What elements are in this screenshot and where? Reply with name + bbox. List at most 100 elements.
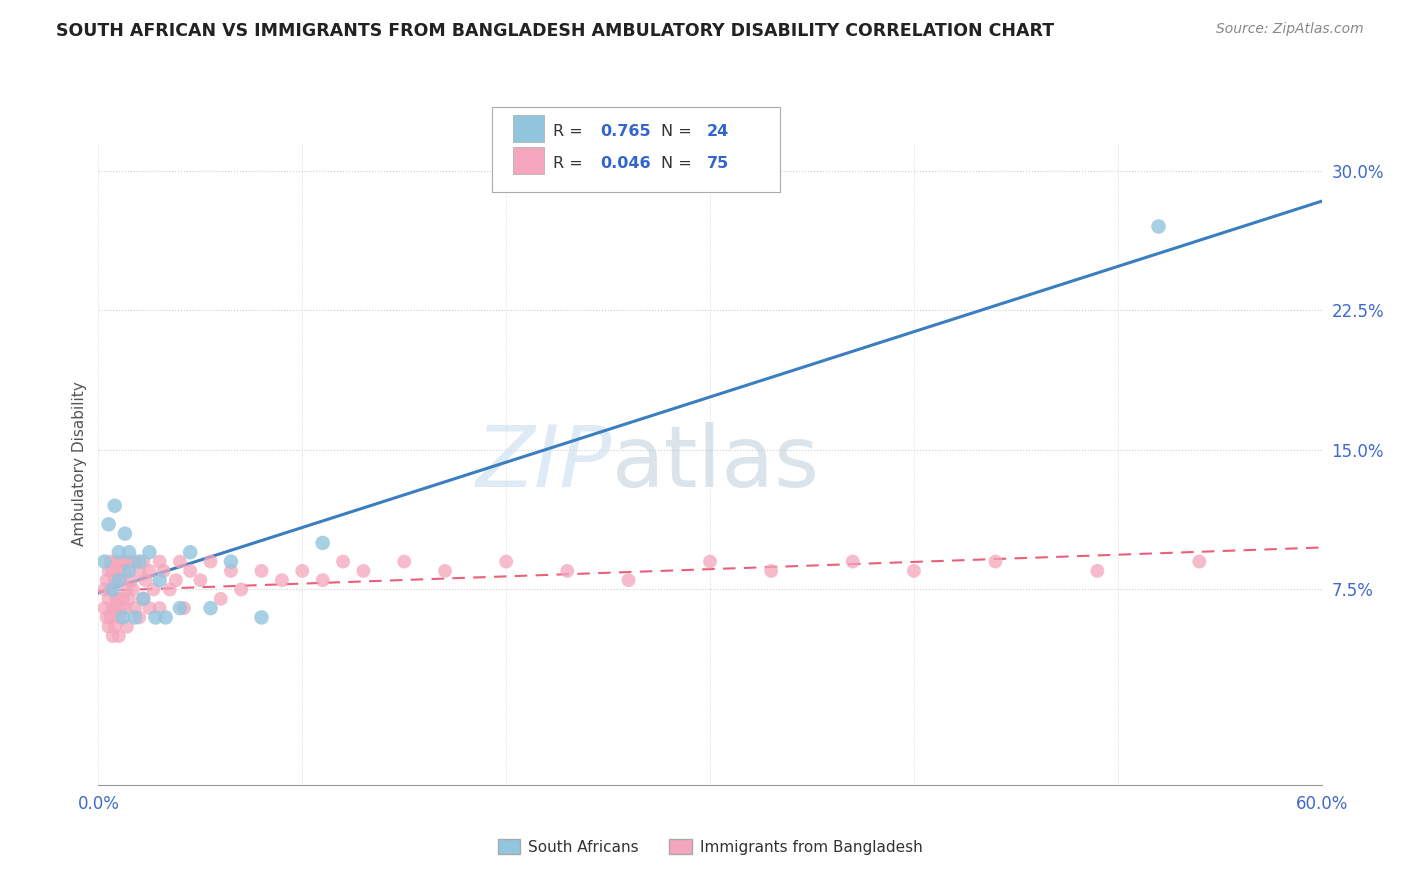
Point — [142, 582, 165, 597]
Point — [120, 573, 142, 587]
Point — [312, 536, 335, 550]
Point — [124, 610, 146, 624]
Point — [250, 564, 273, 578]
Point — [101, 629, 124, 643]
Point — [169, 601, 191, 615]
Point — [200, 601, 222, 615]
Point — [219, 555, 242, 569]
Point — [105, 555, 128, 569]
Point — [392, 555, 416, 569]
Point — [108, 629, 131, 643]
Point — [111, 610, 134, 624]
Point — [219, 564, 242, 578]
Point — [100, 555, 122, 569]
Point — [169, 555, 191, 569]
Text: N =: N = — [661, 156, 697, 170]
Point — [118, 591, 141, 606]
Point — [555, 564, 579, 578]
Point — [104, 573, 127, 587]
Point — [100, 582, 122, 597]
Point — [291, 564, 314, 578]
Point — [984, 555, 1007, 569]
Point — [179, 564, 201, 578]
Point — [761, 564, 783, 578]
Point — [118, 545, 141, 559]
Point — [124, 555, 146, 569]
Text: 0.765: 0.765 — [600, 124, 651, 138]
Point — [97, 564, 120, 578]
Point — [110, 573, 132, 587]
Point — [101, 601, 124, 615]
Point — [617, 573, 640, 587]
Point — [100, 610, 122, 624]
Point — [149, 555, 172, 569]
Point — [104, 620, 127, 634]
Point — [138, 545, 160, 559]
Point — [132, 591, 155, 606]
Point — [495, 555, 517, 569]
Text: 75: 75 — [707, 156, 730, 170]
Text: ZIP: ZIP — [475, 422, 612, 506]
Point — [118, 555, 141, 569]
Text: 24: 24 — [707, 124, 730, 138]
Point — [134, 573, 156, 587]
Point — [270, 573, 294, 587]
Y-axis label: Ambulatory Disability: Ambulatory Disability — [72, 382, 87, 546]
Point — [179, 545, 201, 559]
Legend: South Africans, Immigrants from Bangladesh: South Africans, Immigrants from Banglade… — [492, 832, 928, 861]
Point — [200, 555, 222, 569]
Point — [132, 555, 155, 569]
Point — [108, 591, 131, 606]
Point — [118, 564, 141, 578]
Point — [96, 610, 118, 624]
Point — [231, 582, 253, 597]
Point — [209, 591, 232, 606]
Text: 0.046: 0.046 — [600, 156, 651, 170]
Text: R =: R = — [553, 156, 588, 170]
Point — [97, 620, 120, 634]
Point — [115, 620, 138, 634]
Point — [108, 610, 131, 624]
Point — [97, 517, 120, 532]
Point — [101, 564, 124, 578]
Point — [352, 564, 374, 578]
Point — [108, 545, 131, 559]
Point — [173, 601, 195, 615]
Point — [101, 582, 124, 597]
Point — [105, 591, 128, 606]
Point — [188, 573, 212, 587]
Point — [250, 610, 273, 624]
Point — [155, 610, 177, 624]
Point — [152, 564, 174, 578]
Text: atlas: atlas — [612, 422, 820, 506]
Text: R =: R = — [553, 124, 588, 138]
Point — [111, 555, 134, 569]
Point — [332, 555, 354, 569]
Point — [165, 573, 187, 587]
Point — [93, 582, 115, 597]
Point — [149, 573, 172, 587]
Point — [312, 573, 335, 587]
Point — [434, 564, 457, 578]
Point — [111, 591, 134, 606]
Point — [159, 582, 181, 597]
Point — [132, 591, 155, 606]
Point — [114, 564, 136, 578]
Point — [97, 591, 120, 606]
Point — [93, 555, 115, 569]
Point — [841, 555, 863, 569]
Point — [122, 582, 145, 597]
Point — [145, 610, 167, 624]
Text: N =: N = — [661, 124, 697, 138]
Point — [138, 601, 160, 615]
Point — [124, 601, 146, 615]
Point — [1085, 564, 1108, 578]
Point — [903, 564, 925, 578]
Point — [104, 499, 127, 513]
Point — [128, 564, 150, 578]
Text: SOUTH AFRICAN VS IMMIGRANTS FROM BANGLADESH AMBULATORY DISABILITY CORRELATION CH: SOUTH AFRICAN VS IMMIGRANTS FROM BANGLAD… — [56, 22, 1054, 40]
Text: Source: ZipAtlas.com: Source: ZipAtlas.com — [1216, 22, 1364, 37]
Point — [114, 601, 136, 615]
Point — [104, 601, 127, 615]
Point — [93, 601, 115, 615]
